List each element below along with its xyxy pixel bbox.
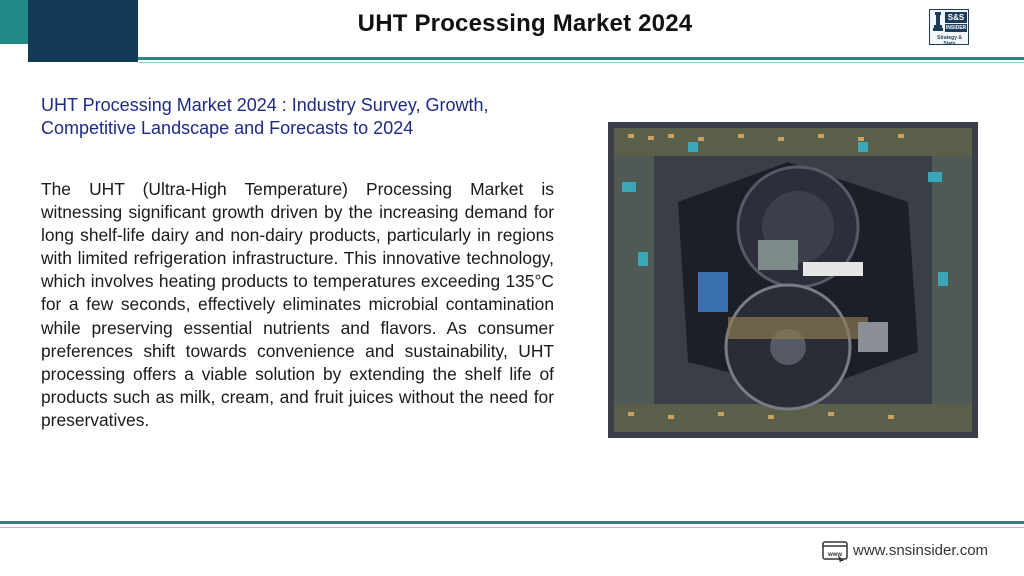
footer-divider-thin [0, 527, 1024, 528]
header-divider [138, 57, 1024, 60]
chess-piece-icon [933, 12, 943, 31]
corner-accent-teal [0, 0, 28, 44]
circuit-equipment-image [608, 122, 978, 438]
footer-divider [0, 521, 1024, 524]
equipment-photo [608, 122, 978, 438]
corner-accent-navy [28, 0, 138, 62]
logo-brand: S&S [945, 12, 967, 23]
logo-brand-sub: INSIDER [945, 24, 967, 32]
slide-subtitle: UHT Processing Market 2024 : Industry Su… [41, 95, 489, 138]
page-title: UHT Processing Market 2024 [357, 10, 693, 37]
website-url[interactable]: www.snsinsider.com [853, 542, 989, 559]
svg-text:www: www [827, 552, 842, 558]
body-paragraph: The UHT (Ultra-High Temperature) Process… [41, 179, 554, 430]
company-logo: S&S INSIDER Strategy & Stats [929, 9, 969, 47]
logo-tagline: Strategy & Stats [936, 35, 962, 47]
header-divider-thin [138, 62, 1024, 63]
www-browser-icon: www [822, 541, 848, 563]
